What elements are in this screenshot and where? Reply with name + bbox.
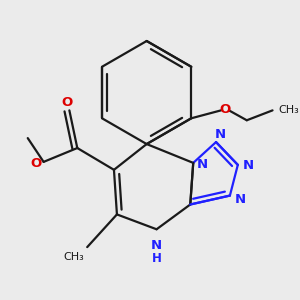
Text: CH₃: CH₃ bbox=[63, 252, 84, 262]
Text: O: O bbox=[62, 96, 73, 109]
Text: H: H bbox=[152, 251, 161, 265]
Text: N: N bbox=[235, 193, 246, 206]
Text: N: N bbox=[214, 128, 226, 141]
Text: O: O bbox=[30, 158, 41, 170]
Text: O: O bbox=[219, 103, 231, 116]
Text: N: N bbox=[151, 238, 162, 252]
Text: CH₃: CH₃ bbox=[278, 105, 299, 116]
Text: N: N bbox=[243, 159, 254, 172]
Text: N: N bbox=[196, 158, 208, 171]
